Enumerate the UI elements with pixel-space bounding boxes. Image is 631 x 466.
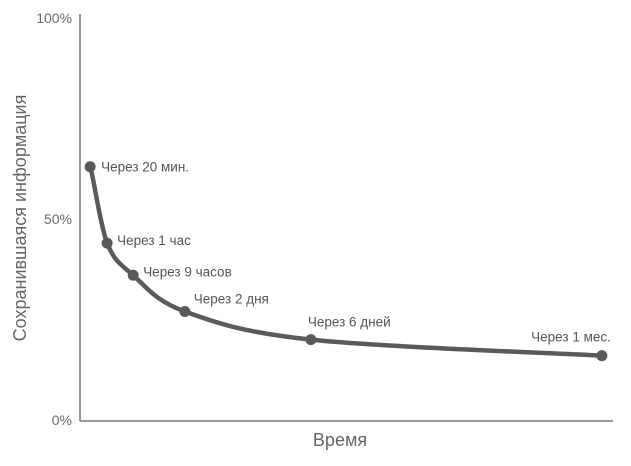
data-point (84, 161, 96, 173)
data-point (101, 237, 113, 249)
data-point (596, 350, 608, 362)
data-point-label: Через 1 час (117, 233, 191, 248)
data-point-label: Через 6 дней (308, 315, 391, 330)
data-point-label: Через 9 часов (143, 264, 232, 279)
y-tick-label: 100% (36, 10, 72, 26)
y-tick-label: 0% (52, 412, 72, 428)
data-point (179, 305, 191, 317)
data-point (305, 334, 317, 346)
data-point-label: Через 20 мин. (101, 160, 189, 175)
y-axis-label: Сохранившаяся информация (10, 95, 30, 342)
x-axis-label: Время (313, 430, 367, 450)
data-point-label: Через 2 дня (194, 291, 269, 306)
data-point (127, 269, 139, 281)
y-tick-label: 50% (44, 211, 72, 227)
data-point-label: Через 1 мес. (531, 330, 611, 345)
